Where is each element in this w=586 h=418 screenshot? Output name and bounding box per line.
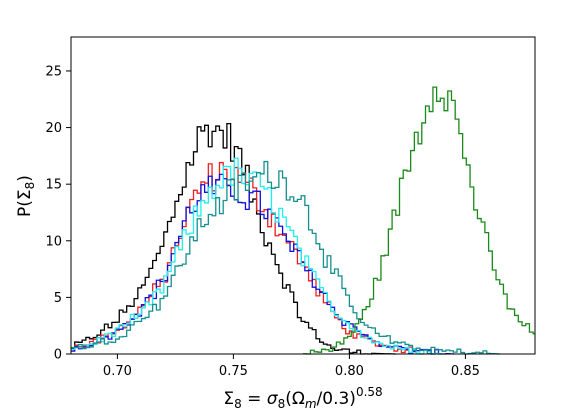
histogram-series-6 [303,86,535,355]
y-tick-label: 25 [45,64,62,79]
y-tick-label: 10 [45,234,62,249]
x-tick-label: 0.80 [335,364,364,379]
y-tick-label: 15 [45,178,62,193]
x-axis-ticks: 0.70 0.75 0.80 0.85 [103,354,480,379]
x-axis-label: Σ8 = σ8(Ωm/0.3)0.58 [223,385,382,411]
x-tick-label: 0.70 [103,364,132,379]
y-axis-ticks: 0 5 10 15 20 25 [45,64,71,363]
plot-frame [70,36,536,355]
x-tick-label: 0.85 [451,364,480,379]
y-tick-label: 0 [54,348,62,363]
histogram-series-layer [71,86,535,355]
x-tick-label: 0.75 [219,364,248,379]
y-tick-label: 5 [54,291,62,306]
y-tick-label: 20 [45,121,62,136]
histogram-series-1 [71,122,396,355]
y-axis-label: P(Σ8) [15,175,37,217]
